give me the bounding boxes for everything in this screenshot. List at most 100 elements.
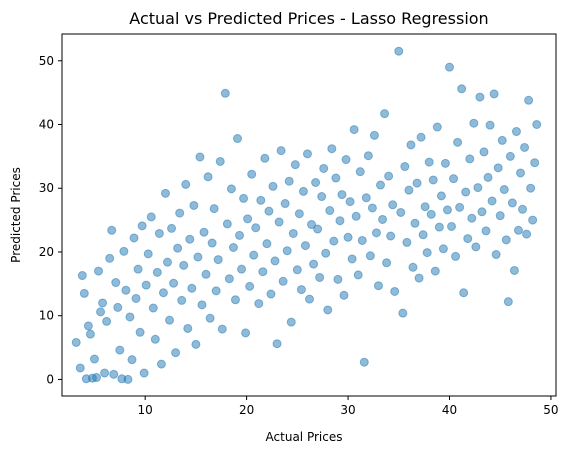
scatter-point xyxy=(430,266,440,276)
scatter-point xyxy=(438,244,448,254)
scatter-point xyxy=(282,246,292,256)
scatter-point xyxy=(361,193,371,203)
y-tick-label: 40 xyxy=(39,118,54,132)
scatter-point xyxy=(235,230,245,240)
scatter-point xyxy=(284,176,294,186)
scatter-point xyxy=(177,295,187,305)
scatter-point xyxy=(343,232,353,242)
scatter-point xyxy=(367,203,377,213)
scatter-point xyxy=(388,200,398,210)
scatter-point xyxy=(167,223,177,233)
scatter-point xyxy=(195,152,205,162)
scatter-point xyxy=(357,235,367,245)
scatter-point xyxy=(137,221,147,231)
scatter-point xyxy=(337,190,347,200)
scatter-point xyxy=(489,89,499,99)
scatter-point xyxy=(321,248,331,258)
scatter-point xyxy=(292,265,302,275)
scatter-point xyxy=(487,196,497,206)
scatter-point xyxy=(274,217,284,227)
scatter-point xyxy=(369,130,379,140)
scatter-point xyxy=(98,298,108,308)
scatter-point xyxy=(211,286,221,296)
scatter-point xyxy=(278,276,288,286)
scatter-point xyxy=(165,315,175,325)
scatter-point xyxy=(467,213,477,223)
scatter-point xyxy=(382,258,392,268)
scatter-point xyxy=(341,155,351,165)
scatter-point xyxy=(187,283,197,293)
scatter-point xyxy=(302,149,312,159)
y-axis: 0 10 20 30 40 50 xyxy=(39,54,62,386)
scatter-point xyxy=(213,255,223,265)
scatter-point xyxy=(331,173,341,183)
scatter-point xyxy=(351,211,361,221)
scatter-point xyxy=(479,147,489,157)
scatter-point xyxy=(323,305,333,315)
scatter-point xyxy=(105,253,115,263)
scatter-point xyxy=(79,288,89,298)
scatter-point xyxy=(135,327,145,337)
scatter-point xyxy=(384,171,394,181)
scatter-point xyxy=(77,271,87,281)
scatter-point xyxy=(290,160,300,170)
scatter-point xyxy=(220,88,230,98)
scatter-point xyxy=(205,313,215,323)
scatter-point xyxy=(444,62,454,72)
scatter-point xyxy=(71,337,81,347)
scatter-point xyxy=(516,168,525,178)
scatter-point xyxy=(249,250,259,260)
scatter-point xyxy=(254,299,264,309)
scatter-point xyxy=(528,215,538,225)
scatter-point xyxy=(150,334,160,344)
scatter-point xyxy=(224,274,234,284)
scatter-point xyxy=(477,207,487,217)
scatter-point xyxy=(125,312,135,322)
scatter-point xyxy=(313,224,323,234)
scatter-point xyxy=(156,359,166,369)
scatter-point xyxy=(424,157,434,167)
scatter-point xyxy=(228,243,238,252)
scatter-point xyxy=(296,285,306,295)
scatter-point xyxy=(406,140,416,150)
scatter-point xyxy=(307,220,317,230)
x-axis-label: Actual Prices xyxy=(266,430,343,444)
scatter-point xyxy=(459,288,469,298)
scatter-point xyxy=(230,295,240,305)
scatter-point xyxy=(148,303,158,313)
scatter-point xyxy=(353,270,363,280)
scatter-point xyxy=(329,236,339,246)
scatter-point xyxy=(371,228,381,238)
scatter-point xyxy=(520,142,530,152)
scatter-point xyxy=(264,206,274,216)
scatter-point xyxy=(457,84,467,94)
scatter-point xyxy=(505,151,515,161)
scatter-point xyxy=(241,328,251,338)
scatter-point xyxy=(245,281,255,291)
scatter-point xyxy=(237,264,247,274)
scatter-point xyxy=(465,154,475,164)
scatter-point xyxy=(501,235,511,245)
y-tick-label: 30 xyxy=(39,181,54,195)
scatter-point xyxy=(226,184,236,194)
scatter-point xyxy=(185,234,195,244)
scatter-point xyxy=(179,260,189,270)
scatter-point xyxy=(209,204,219,214)
scatter-point xyxy=(404,185,414,195)
plot-frame xyxy=(61,33,557,397)
scatter-point xyxy=(215,156,225,166)
scatter-point xyxy=(400,162,410,172)
x-tick-label: 20 xyxy=(239,403,254,417)
scatter-point xyxy=(169,278,179,288)
scatter-point xyxy=(113,302,123,312)
scatter-point xyxy=(89,354,99,364)
scatter-point xyxy=(380,109,390,119)
scatter-point xyxy=(365,251,375,261)
scatter-point xyxy=(121,285,131,295)
scatter-point xyxy=(345,197,355,207)
scatter-point xyxy=(146,212,156,222)
scatter-point xyxy=(349,125,359,135)
scatter-point xyxy=(327,144,337,154)
scatter-point xyxy=(91,373,101,383)
scatter-point xyxy=(288,228,298,238)
